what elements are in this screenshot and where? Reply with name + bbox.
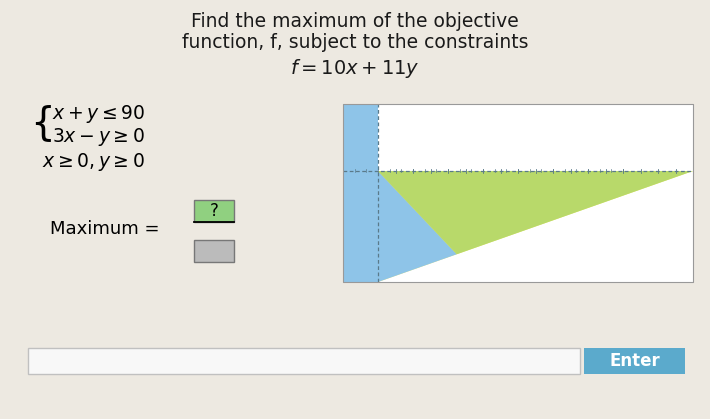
Bar: [28, 348, 580, 374]
Text: function, f, subject to the constraints: function, f, subject to the constraints: [182, 34, 528, 52]
Bar: [343, 104, 693, 282]
Polygon shape: [343, 104, 378, 282]
Text: $x \geq 0, y \geq 0$: $x \geq 0, y \geq 0$: [42, 151, 145, 173]
Text: $\{$: $\{$: [30, 103, 52, 145]
Text: Enter: Enter: [609, 352, 660, 370]
Bar: [343, 104, 693, 282]
Polygon shape: [378, 171, 457, 282]
Text: $3x - y \geq 0$: $3x - y \geq 0$: [52, 126, 145, 148]
FancyBboxPatch shape: [194, 200, 234, 222]
Text: Maximum =: Maximum =: [50, 220, 160, 238]
Polygon shape: [378, 171, 693, 254]
Text: ?: ?: [209, 202, 219, 220]
Text: $f = 10x + 11y$: $f = 10x + 11y$: [290, 57, 420, 80]
Text: $x + y \leq 90$: $x + y \leq 90$: [52, 103, 146, 125]
Bar: [584, 348, 685, 374]
Text: Find the maximum of the objective: Find the maximum of the objective: [191, 13, 519, 31]
FancyBboxPatch shape: [194, 240, 234, 262]
Polygon shape: [378, 171, 693, 282]
